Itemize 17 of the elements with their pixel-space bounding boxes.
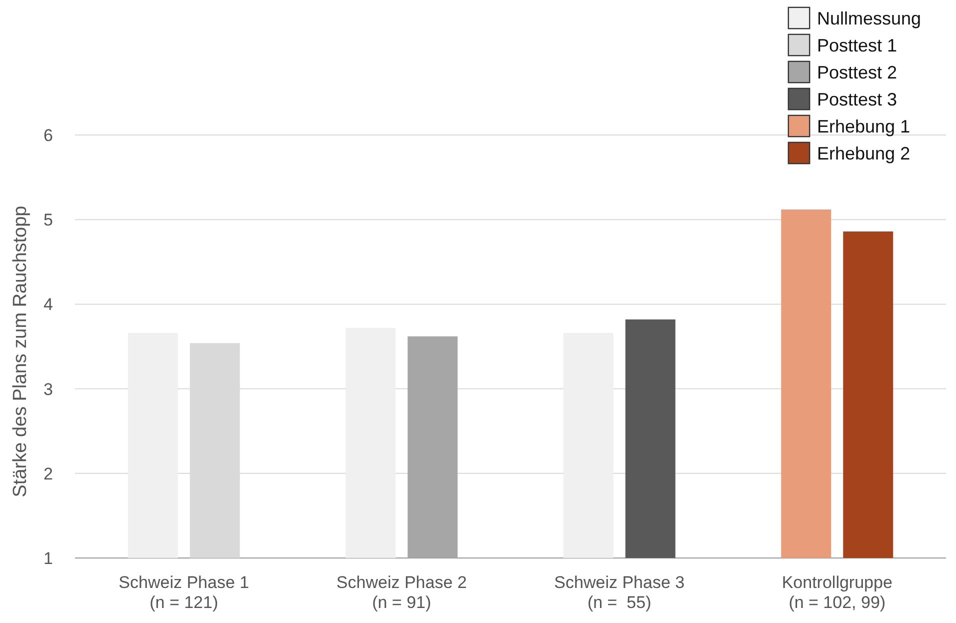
y-tick-label: 5 — [44, 210, 53, 230]
x-tick-label: Schweiz Phase 2 (n = 91) — [336, 573, 467, 612]
y-tick-label: 3 — [44, 380, 53, 399]
legend-label: Posttest 1 — [817, 35, 898, 56]
y-tick-label: 1 — [44, 548, 53, 568]
legend-label: Erhebung 1 — [817, 116, 910, 136]
legend-label: Posttest 3 — [817, 89, 898, 110]
legend-label: Posttest 2 — [817, 62, 898, 82]
x-tick-label: Schweiz Phase 3 (n = 55) — [554, 573, 685, 612]
y-tick-label: 2 — [44, 464, 53, 484]
x-tick-label: Schweiz Phase 1 (n = 121) — [118, 573, 250, 612]
y-tick-label: 6 — [44, 126, 53, 145]
legend-label: Erhebung 2 — [817, 143, 910, 164]
legend-label: Nullmessung — [817, 8, 922, 28]
y-axis-title: Stärke des Plans zum Rauchstopp — [10, 206, 31, 498]
x-tick-label: Kontrollgruppe (n = 102, 99) — [782, 573, 892, 612]
y-tick-label: 4 — [44, 295, 53, 314]
